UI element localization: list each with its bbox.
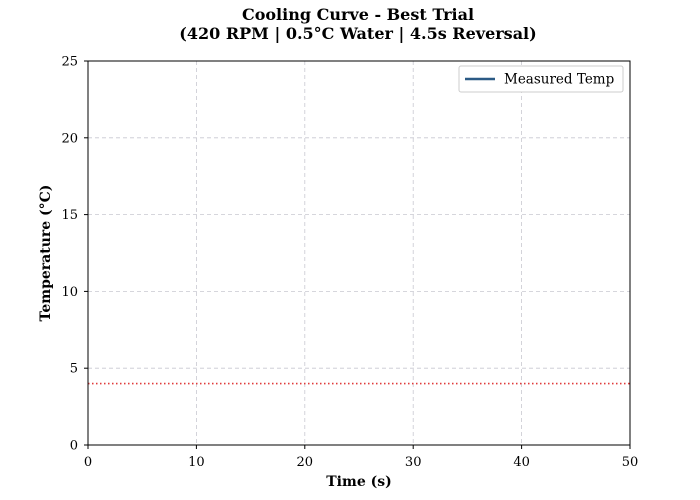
- y-tick-label: 15: [61, 208, 78, 223]
- y-tick-label: 0: [70, 439, 78, 454]
- x-axis-label: Time (s): [326, 474, 391, 490]
- x-tick-label: 30: [405, 455, 422, 470]
- y-tick-label: 5: [70, 362, 78, 377]
- y-tick-label: 25: [61, 55, 78, 70]
- x-tick-label: 20: [297, 455, 314, 470]
- legend-label-measured-temp: Measured Temp: [504, 72, 614, 88]
- y-axis-ticks: 0 5 10 15 20 25: [61, 55, 88, 454]
- x-tick-label: 50: [622, 455, 639, 470]
- y-tick-label: 20: [61, 131, 78, 146]
- legend-box: [458, 65, 624, 93]
- y-axis-label: Temperature (°C): [38, 185, 54, 322]
- legend: Measured Temp: [458, 65, 624, 93]
- x-tick-label: 10: [188, 455, 205, 470]
- plot-area-frame: [87, 60, 631, 446]
- x-tick-label: 0: [84, 455, 92, 470]
- y-tick-label: 10: [61, 285, 78, 300]
- chart-title-line-2: (420 RPM | 0.5°C Water | 4.5s Reversal): [179, 24, 536, 43]
- x-tick-label: 40: [513, 455, 530, 470]
- grid-layer: [88, 61, 630, 445]
- x-axis-ticks: 0 10 20 30 40 50: [84, 445, 638, 470]
- chart-title-line-1: Cooling Curve - Best Trial: [242, 5, 474, 24]
